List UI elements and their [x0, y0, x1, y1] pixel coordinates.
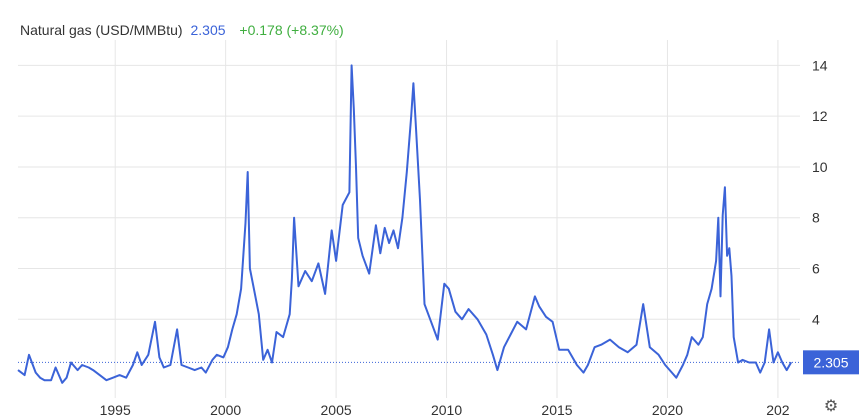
instrument-name: Natural gas (USD/MMBtu)	[20, 22, 183, 38]
last-value-label: 2.305	[813, 354, 848, 370]
y-tick-label: 4	[812, 311, 820, 327]
price-change: +0.178 (+8.37%)	[239, 22, 344, 38]
x-tick-label: 2020	[652, 402, 683, 418]
x-tick-label: 2000	[210, 402, 241, 418]
y-axis: 4 6 8 10 12 14	[812, 57, 828, 327]
y-tick-label: 10	[812, 159, 828, 175]
y-tick-label: 6	[812, 261, 820, 277]
y-tick-label: 12	[812, 108, 828, 124]
x-tick-label: 2005	[321, 402, 352, 418]
x-tick-label: 202	[766, 402, 790, 418]
current-price: 2.305	[190, 22, 226, 38]
gridlines	[18, 40, 800, 398]
series-line	[17, 64, 793, 384]
x-tick-label: 1995	[100, 402, 131, 418]
y-tick-label: 8	[812, 210, 820, 226]
x-tick-label: 2015	[541, 402, 572, 418]
gear-icon[interactable]: ⚙	[823, 398, 839, 415]
chart-header: Natural gas (USD/MMBtu) 2.305 +0.178 (+8…	[20, 22, 344, 38]
x-tick-label: 2010	[431, 402, 462, 418]
y-tick-label: 14	[812, 57, 828, 73]
series-layer	[17, 64, 793, 384]
x-axis: 1995 2000 2005 2010 2015 2020 202	[100, 402, 790, 418]
last-value-tag	[803, 350, 859, 375]
last-value-layer: 2.305	[18, 350, 859, 375]
